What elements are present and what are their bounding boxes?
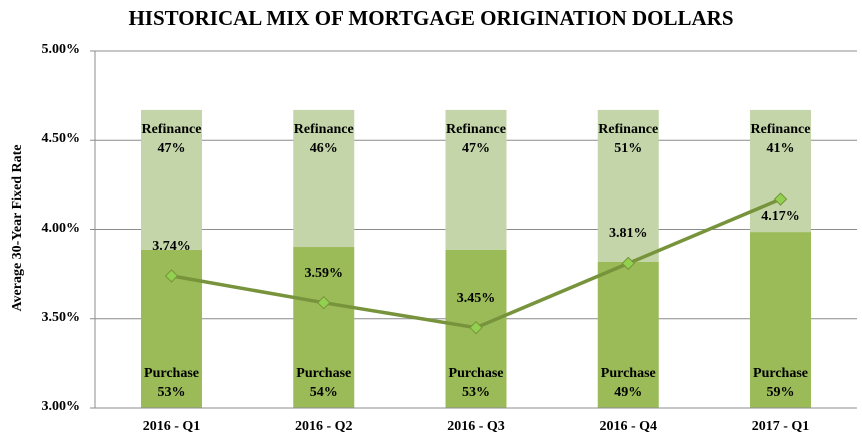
- refinance-label: Refinance 47%: [141, 122, 202, 156]
- x-tick-label: 2016 - Q1: [142, 419, 201, 434]
- diamond-marker: [773, 192, 788, 206]
- x-tick-label: 2016 - Q4: [599, 419, 658, 434]
- diamond-marker: [469, 320, 483, 335]
- x-tick-label: 2016 - Q3: [447, 419, 505, 434]
- chart-title: HISTORICAL MIX OF MORTGAGE ORIGINATION D…: [128, 6, 734, 30]
- diamond-marker: [164, 269, 179, 283]
- bar-refinance: [597, 109, 659, 262]
- refinance-label: Refinance 41%: [750, 122, 811, 156]
- purchase-label: Purchase 49%: [600, 366, 656, 400]
- bar-refinance: [293, 109, 355, 248]
- y-tick-label: 4.50%: [41, 131, 81, 147]
- y-tick-label: 4.00%: [41, 220, 81, 236]
- y-tick-label: 3.00%: [41, 399, 81, 414]
- bar-refinance: [141, 109, 202, 251]
- diamond-marker: [317, 295, 331, 310]
- refinance-label: Refinance 46%: [293, 122, 354, 156]
- bar-purchase: [597, 261, 659, 408]
- refinance-label: Refinance 47%: [446, 122, 506, 156]
- bar-refinance: [750, 109, 811, 233]
- purchase-label: Purchase 53%: [144, 366, 199, 400]
- rate-label: 3.74%: [152, 238, 191, 254]
- x-tick-label: 2017 - Q1: [751, 419, 810, 434]
- diamond-marker: [621, 256, 635, 271]
- rate-label: 3.81%: [609, 226, 648, 242]
- bar-purchase: [293, 247, 355, 408]
- purchase-label: Purchase 54%: [296, 366, 352, 400]
- purchase-label: Purchase 53%: [448, 366, 504, 400]
- bar-purchase: [750, 232, 811, 408]
- y-tick-label: 5.00%: [41, 42, 81, 57]
- refinance-label: Refinance 51%: [598, 122, 659, 156]
- rate-label: 4.17%: [761, 209, 800, 225]
- y-tick-label: 3.50%: [41, 309, 81, 325]
- rate-label: 3.59%: [304, 265, 344, 281]
- purchase-label: Purchase 59%: [753, 366, 808, 400]
- x-tick-label: 2016 - Q2: [294, 419, 353, 434]
- rate-label: 3.45%: [456, 290, 496, 306]
- bar-refinance: [445, 109, 507, 251]
